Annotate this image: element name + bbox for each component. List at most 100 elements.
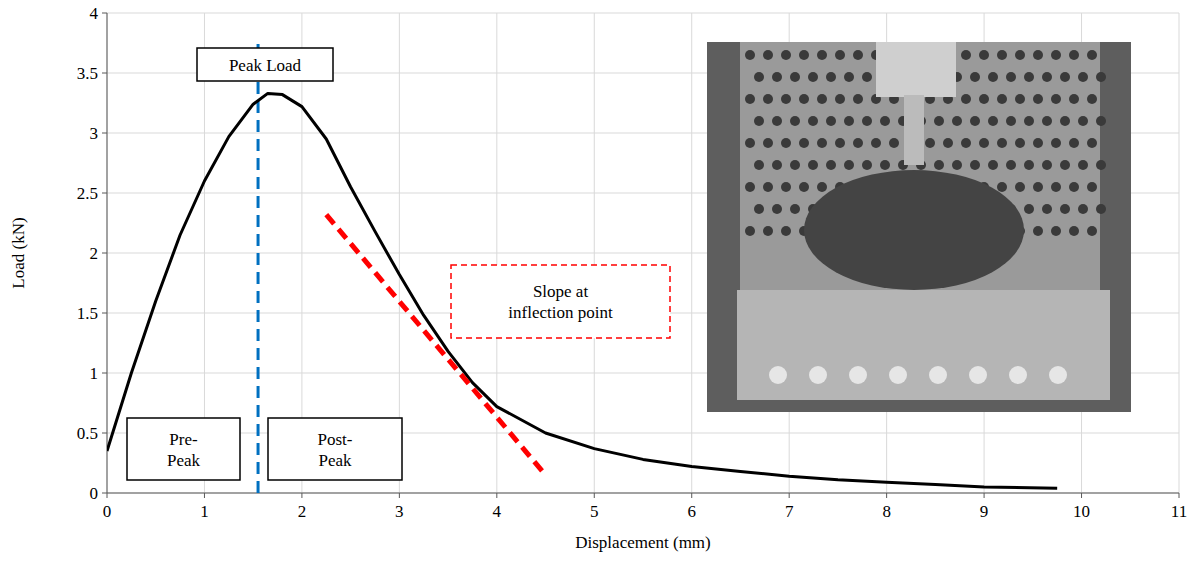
photo-hole (979, 94, 989, 104)
x-axis-title: Displacement (mm) (575, 533, 711, 552)
photo-hole (1078, 116, 1088, 126)
y-tick (102, 433, 107, 434)
y-tick-label: 2 (90, 244, 99, 263)
photo-hole (781, 226, 791, 236)
x-tick-label: 11 (1171, 502, 1187, 521)
photo-bolt (969, 366, 987, 384)
photo-hole (745, 138, 755, 148)
photo-hole (772, 160, 782, 170)
photo-hole (1096, 116, 1106, 126)
photo-hole (1096, 160, 1106, 170)
photo-hole (1096, 72, 1106, 82)
photo-hole (961, 138, 971, 148)
photo-bolt (809, 366, 827, 384)
photo-hole (1069, 182, 1079, 192)
photo-hole (799, 94, 809, 104)
photo-hole (844, 72, 854, 82)
photo-hole (925, 138, 935, 148)
photo-hole (997, 94, 1007, 104)
photo-hole (1087, 182, 1097, 192)
photo-hole (1087, 226, 1097, 236)
data-group (107, 38, 1057, 493)
photo-hole (1060, 72, 1070, 82)
photo-bolt (849, 366, 867, 384)
x-tick (399, 493, 400, 498)
x-tick-label: 5 (590, 502, 599, 521)
photo-hole (763, 94, 773, 104)
photo-hole (1024, 160, 1034, 170)
photo-hole (1042, 160, 1052, 170)
y-tick (102, 313, 107, 314)
photo-hole (1087, 50, 1097, 60)
x-tick (886, 493, 887, 498)
y-tick-label: 0 (90, 484, 99, 503)
y-tick-label: 1.5 (77, 304, 98, 323)
photo-hole (808, 160, 818, 170)
photo-hole (979, 138, 989, 148)
photo-hole (853, 50, 863, 60)
photo-base (737, 290, 1110, 400)
photo-hole (817, 50, 827, 60)
x-tick-label: 1 (200, 502, 209, 521)
post-peak-label: Post- (318, 430, 353, 449)
photo-hole (1015, 182, 1025, 192)
photo-hole (826, 72, 836, 82)
photo-hole (952, 160, 962, 170)
photo-hole (754, 204, 764, 214)
photo-hole (1006, 116, 1016, 126)
photo-hole (1015, 50, 1025, 60)
x-tick (107, 493, 108, 498)
photo-grip (876, 42, 956, 97)
photo-bolt (769, 366, 787, 384)
y-tick (102, 73, 107, 74)
x-tick (691, 493, 692, 498)
post-peak-label: Peak (318, 451, 352, 470)
grid-line-y (107, 493, 1179, 494)
photo-sample (804, 170, 1024, 290)
photo-hole (961, 50, 971, 60)
photo-hole (1015, 94, 1025, 104)
photo-hole (763, 50, 773, 60)
photo-bolt (1009, 366, 1027, 384)
y-tick (102, 253, 107, 254)
photo-frame (707, 42, 1131, 412)
photo-hole (1069, 138, 1079, 148)
photo-inset (707, 42, 1131, 412)
pre-peak-label: Peak (167, 451, 201, 470)
photo-bolt (1049, 366, 1067, 384)
photo-hole (952, 116, 962, 126)
photo-hole (1051, 182, 1061, 192)
photo-hole (763, 182, 773, 192)
photo-hole (781, 182, 791, 192)
photo-hole (1033, 138, 1043, 148)
x-tick-label: 8 (882, 502, 891, 521)
photo-hole (970, 72, 980, 82)
x-tick (594, 493, 595, 498)
photo-hole (1078, 160, 1088, 170)
slope-box (451, 265, 670, 338)
photo-hole (835, 50, 845, 60)
photo-hole (772, 72, 782, 82)
photo-hole (763, 138, 773, 148)
photo-hole (1033, 182, 1043, 192)
x-tick-label: 6 (687, 502, 696, 521)
photo-hole (970, 160, 980, 170)
x-tick (984, 493, 985, 498)
photo-hole (934, 116, 944, 126)
pre-peak-box (127, 418, 240, 480)
y-tick-label: 1 (90, 364, 99, 383)
x-tick-label: 0 (103, 502, 112, 521)
photo-hole (790, 116, 800, 126)
photo-hole (889, 138, 899, 148)
photo-hole (1060, 204, 1070, 214)
photo-hole (817, 94, 827, 104)
x-tick-label: 3 (395, 502, 404, 521)
x-tick-label: 4 (493, 502, 502, 521)
photo-hole (1060, 160, 1070, 170)
y-tick-label: 2.5 (77, 184, 98, 203)
photo-hole (781, 50, 791, 60)
photo-hole (844, 160, 854, 170)
photo-hole (1078, 204, 1088, 214)
peak-line (257, 38, 260, 493)
photo-hole (862, 72, 872, 82)
